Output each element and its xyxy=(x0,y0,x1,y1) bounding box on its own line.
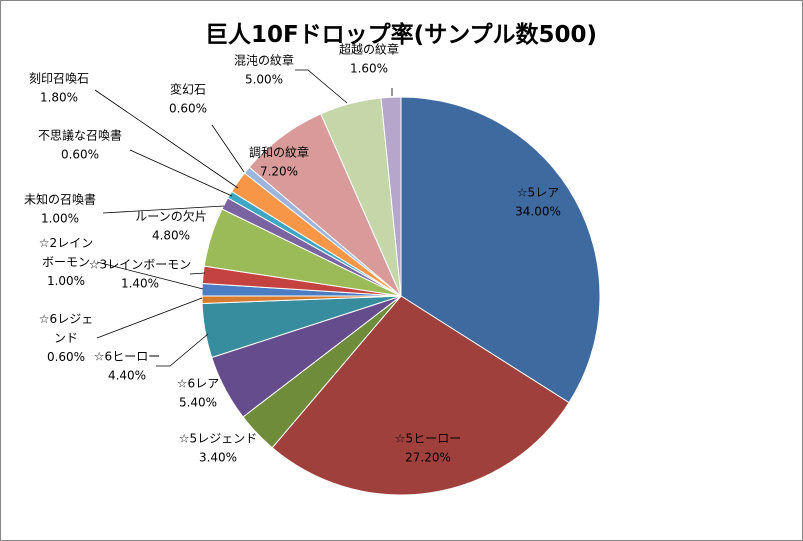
data-label-percent: 4.40% xyxy=(108,369,146,383)
leader-line xyxy=(156,333,209,367)
data-label-percent: 1.80% xyxy=(40,91,78,105)
data-label: ☆5レジェンド 3.40% xyxy=(179,432,257,465)
data-label-percent: 0.60% xyxy=(169,102,207,116)
data-label-percent: 5.00% xyxy=(245,73,283,87)
data-label: ☆6ヒーロー 4.40% xyxy=(94,350,160,383)
data-label-percent: 0.60% xyxy=(61,148,99,162)
pie-slice xyxy=(271,295,570,496)
data-label-name: ☆5レジェンド xyxy=(179,432,257,446)
leader-line xyxy=(94,89,239,189)
data-label-name: 未知の召喚書 xyxy=(24,193,96,207)
data-label-percent: 1.60% xyxy=(350,62,388,76)
data-label-percent: 5.40% xyxy=(179,396,217,410)
data-label: 未知の召喚書 1.00% xyxy=(24,193,96,226)
leader-line xyxy=(189,272,206,275)
leader-line xyxy=(129,149,233,197)
chart-title: 巨人10Fドロップ率(サンプル数500) xyxy=(205,21,597,48)
data-label: ☆3レインボーモン 1.40% xyxy=(89,258,191,291)
data-label-name: 混沌の紋章 xyxy=(234,53,294,68)
leader-line xyxy=(211,124,245,173)
leader-lines xyxy=(94,69,393,367)
data-label-percent: 3.40% xyxy=(199,451,237,465)
data-label-name: ☆5レア xyxy=(517,186,559,200)
data-label: ☆5レア 34.00% xyxy=(515,186,561,219)
data-label-name: 変幻石 xyxy=(170,82,206,97)
data-label-percent: 4.80% xyxy=(152,229,190,243)
data-label: ルーンの欠片 4.80% xyxy=(135,209,206,243)
data-label: ☆2レインボーモン 1.00% xyxy=(39,236,93,288)
data-label: 変幻石 0.60% xyxy=(169,82,207,116)
data-label-name: 調和の紋章 xyxy=(249,145,309,160)
data-label-percent: 1.00% xyxy=(41,212,79,226)
data-label: 刻印召喚石 1.80% xyxy=(29,72,89,105)
data-label-percent: 0.60% xyxy=(47,350,85,364)
data-label: 調和の紋章 7.20% xyxy=(249,145,309,179)
data-label-percent: 7.20% xyxy=(260,165,298,179)
data-label-name: ☆2レイン xyxy=(39,236,93,250)
leader-line xyxy=(295,69,348,104)
data-label-name: ルーンの欠片 xyxy=(135,209,206,224)
pie-slices xyxy=(201,96,601,496)
data-label-percent: 34.00% xyxy=(515,205,561,219)
data-label-name: 超越の紋章 xyxy=(339,42,399,57)
data-label: 混沌の紋章 5.00% xyxy=(234,53,294,87)
pie-slice xyxy=(380,96,402,297)
data-label-name: ☆6ヒーロー xyxy=(94,350,160,364)
data-label: 不思議な召喚書 0.60% xyxy=(38,129,122,162)
data-label: ☆5ヒーロー 27.20% xyxy=(395,432,461,465)
data-label-name: ☆3レインボーモン xyxy=(89,258,191,272)
data-label: ☆6レジェンド 0.60% xyxy=(39,312,93,364)
data-label-name: ☆6レア xyxy=(177,377,219,391)
data-label-percent: 1.00% xyxy=(47,274,85,288)
data-label: 超越の紋章 1.60% xyxy=(339,42,399,76)
data-label-name: ☆5ヒーロー xyxy=(395,432,461,446)
data-labels: ☆5レア 34.00% ☆5ヒーロー 27.20% ☆5レジェンド 3.40% ☆6レア 5.… xyxy=(24,42,561,465)
data-label-percent: 1.40% xyxy=(121,277,159,291)
leader-line xyxy=(96,261,204,290)
data-label-name: ンド xyxy=(54,331,78,345)
data-label-name: ☆6レジェ xyxy=(39,312,93,326)
leader-line xyxy=(102,205,225,214)
pie-slice xyxy=(400,96,601,404)
data-label-name: 刻印召喚石 xyxy=(29,72,89,86)
data-label: ☆6レア 5.40% xyxy=(177,377,219,410)
data-label-name: 不思議な召喚書 xyxy=(38,129,122,143)
data-label-name: ボーモン xyxy=(42,255,90,269)
data-label-percent: 27.20% xyxy=(405,451,451,465)
leader-line xyxy=(96,297,203,339)
